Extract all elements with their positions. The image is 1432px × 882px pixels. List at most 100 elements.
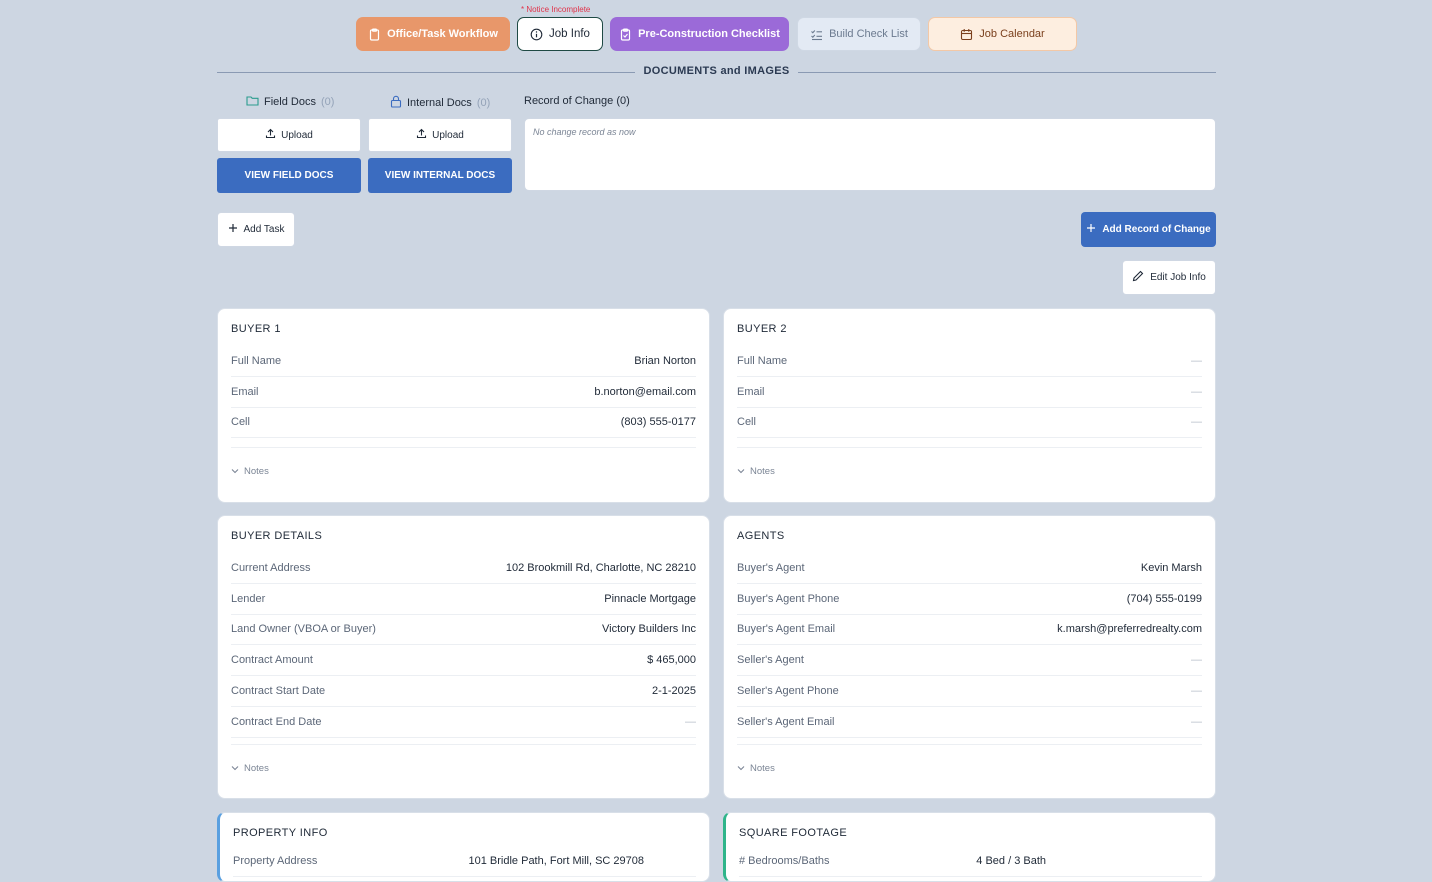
notes-toggle[interactable]: Notes <box>737 763 775 774</box>
lock-icon <box>390 95 402 111</box>
field-row-bedrooms-baths: # Bedrooms/Baths 4 Bed / 3 Bath <box>739 846 1202 877</box>
field-row-email: Email b.norton@email.com <box>231 377 696 408</box>
list-check-icon <box>810 28 823 41</box>
field-row-full-name: Full Name Brian Norton <box>231 346 696 377</box>
field-label: Contract End Date <box>231 715 322 728</box>
divider-line-right <box>798 72 1216 73</box>
add-record-of-change-button[interactable]: Add Record of Change <box>1081 212 1216 247</box>
field-value: b.norton@email.com <box>594 385 696 398</box>
field-value: 102 Brookmill Rd, Charlotte, NC 28210 <box>505 561 696 574</box>
field-row-sellers-agent-phone: Seller's Agent Phone — <box>737 676 1202 707</box>
internal-docs-title: Internal Docs <box>407 97 472 109</box>
field-row-sellers-agent: Seller's Agent — <box>737 645 1202 677</box>
field-value: — <box>1191 654 1202 667</box>
field-row-property-address: Property Address 101 Bridle Path, Fort Mi… <box>233 846 696 877</box>
field-row-contract-start-date: Contract Start Date 2-1-2025 <box>231 676 696 707</box>
field-row-sellers-agent-email: Seller's Agent Email — <box>737 707 1202 738</box>
tab-pre-construction-checklist[interactable]: Pre-Construction Checklist <box>610 17 789 51</box>
add-task-button[interactable]: Add Task <box>217 212 295 247</box>
field-value: — <box>1191 385 1202 398</box>
card-title: BUYER DETAILS <box>231 530 323 542</box>
info-icon <box>530 28 543 41</box>
field-value: — <box>1191 416 1202 429</box>
field-docs-upload-button[interactable]: Upload <box>217 118 361 152</box>
tab-label: Build Check List <box>829 28 908 40</box>
edit-job-info-button[interactable]: Edit Job Info <box>1122 260 1216 295</box>
top-navigation: Office/Task Workflow Job Info Pre-Constr… <box>0 17 1432 53</box>
card-title: SQUARE FOOTAGE <box>739 827 848 839</box>
field-row-buyers-agent-phone: Buyer's Agent Phone (704) 555-0199 <box>737 584 1202 615</box>
chevron-down-icon <box>231 763 239 774</box>
field-value: — <box>1191 685 1202 698</box>
notes-label: Notes <box>750 763 775 774</box>
field-label: Seller's Agent <box>737 654 804 667</box>
chevron-down-icon <box>737 763 745 774</box>
field-value: (704) 555-0199 <box>1126 592 1202 605</box>
field-row-contract-end-date: Contract End Date — <box>231 707 696 738</box>
field-label: Buyer's Agent <box>737 561 805 574</box>
notes-label: Notes <box>244 466 269 477</box>
field-label: Cell <box>737 416 756 429</box>
pencil-icon <box>1132 270 1144 285</box>
field-label: Email <box>737 385 765 398</box>
field-value: — <box>1191 354 1202 367</box>
tab-job-info[interactable]: Job Info <box>517 17 603 51</box>
field-row-buyers-agent: Buyer's Agent Kevin Marsh <box>737 553 1202 584</box>
notes-toggle[interactable]: Notes <box>231 763 269 774</box>
field-label: Current Address <box>231 561 311 574</box>
folder-icon <box>246 95 259 109</box>
record-of-change-empty-text: No change record as now <box>533 127 636 137</box>
square-footage-card: SQUARE FOOTAGE # Bedrooms/Baths 4 Bed / 3… <box>723 812 1216 882</box>
field-value: — <box>1191 715 1202 728</box>
internal-docs-count: (0) <box>476 97 491 109</box>
calendar-icon <box>960 28 973 41</box>
field-docs-count: (0) <box>320 96 335 108</box>
field-label: Buyer's Agent Email <box>737 623 836 636</box>
documents-section-divider: DOCUMENTS and IMAGES <box>217 65 1216 81</box>
upload-label: Upload <box>281 129 313 141</box>
field-label: Email <box>231 385 259 398</box>
internal-docs-upload-button[interactable]: Upload <box>368 118 512 152</box>
chevron-down-icon <box>737 466 745 477</box>
card-title: BUYER 1 <box>231 323 281 335</box>
tab-label: Job Info <box>549 28 590 40</box>
field-value: Brian Norton <box>634 354 696 367</box>
agents-card: AGENTS Buyer's Agent Kevin Marsh Buyer's … <box>723 515 1216 799</box>
notes-divider <box>737 744 1202 745</box>
view-internal-docs-button[interactable]: VIEW INTERNAL DOCS <box>368 158 512 193</box>
tab-label: Pre-Construction Checklist <box>638 28 780 40</box>
property-info-card: PROPERTY INFO Property Address 101 Bridle… <box>217 812 710 882</box>
tab-label: Office/Task Workflow <box>387 28 498 40</box>
tab-build-check-list[interactable]: Build Check List <box>797 17 921 51</box>
section-title: DOCUMENTS and IMAGES <box>643 65 790 77</box>
tab-label: Job Calendar <box>979 28 1045 40</box>
notes-toggle[interactable]: Notes <box>231 466 269 477</box>
field-value: 101 Bridle Path, Fort Mill, SC 29708 <box>468 854 644 867</box>
divider-line-left <box>217 72 635 73</box>
record-of-change-box: No change record as now <box>524 118 1216 191</box>
chevron-down-icon <box>231 466 239 477</box>
field-value: $ 465,000 <box>647 654 696 667</box>
field-value: Victory Builders Inc <box>602 623 696 636</box>
field-label: Buyer's Agent Phone <box>737 592 840 605</box>
card-title: PROPERTY INFO <box>233 827 328 839</box>
field-label: Full Name <box>231 354 282 367</box>
buyer-2-card: BUYER 2 Full Name — Email — Cell — Notes <box>723 308 1216 503</box>
view-field-docs-button[interactable]: VIEW FIELD DOCS <box>217 158 361 193</box>
upload-label: Upload <box>432 129 464 141</box>
upload-icon <box>416 128 427 142</box>
tab-job-calendar[interactable]: Job Calendar <box>928 17 1077 51</box>
notes-divider <box>231 447 696 448</box>
clipboard-check-icon <box>619 27 632 41</box>
field-label: Contract Start Date <box>231 685 326 698</box>
buyer-details-card: BUYER DETAILS Current Address 102 Brookmi… <box>217 515 710 799</box>
field-row-cell: Cell — <box>737 408 1202 439</box>
field-label: Full Name <box>737 354 788 367</box>
field-label: Cell <box>231 416 250 429</box>
upload-icon <box>265 128 276 142</box>
notes-label: Notes <box>244 763 269 774</box>
tab-office-task-workflow[interactable]: Office/Task Workflow <box>356 17 510 51</box>
field-label: Lender <box>231 592 266 605</box>
notes-toggle[interactable]: Notes <box>737 466 775 477</box>
field-label: Seller's Agent Phone <box>737 685 839 698</box>
